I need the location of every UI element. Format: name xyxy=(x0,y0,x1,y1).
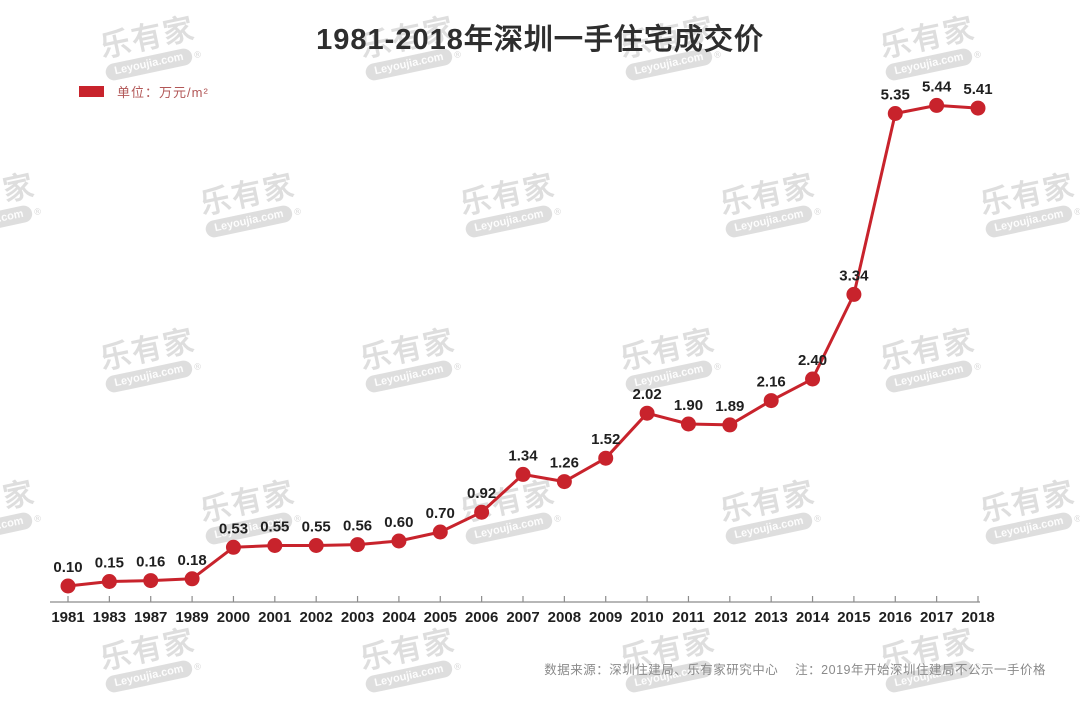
value-label: 0.53 xyxy=(219,520,248,537)
x-axis-label: 2002 xyxy=(299,609,332,626)
legend-unit-label: 单位：万元/m² xyxy=(117,85,209,100)
data-point-1981 xyxy=(60,578,76,594)
value-label: 5.35 xyxy=(881,87,910,104)
value-label: 0.56 xyxy=(343,518,372,535)
data-point-2007 xyxy=(515,466,531,482)
value-label: 1.90 xyxy=(674,397,703,414)
data-point-2004 xyxy=(391,533,407,549)
value-label: 2.16 xyxy=(757,374,786,391)
value-label: 1.26 xyxy=(550,455,579,472)
value-label: 0.55 xyxy=(302,519,331,536)
x-axis-label: 2001 xyxy=(258,609,291,626)
x-axis-label: 2012 xyxy=(713,609,746,626)
legend: 单位：万元/m² xyxy=(79,82,209,101)
x-axis-label: 1987 xyxy=(134,609,167,626)
value-label: 0.15 xyxy=(95,555,124,572)
data-point-2003 xyxy=(350,537,366,553)
value-label: 5.41 xyxy=(963,81,992,98)
value-label: 0.10 xyxy=(53,559,82,576)
data-point-2014 xyxy=(805,371,821,387)
x-axis-label: 2003 xyxy=(341,609,374,626)
x-axis-label: 2006 xyxy=(465,609,498,626)
data-point-2009 xyxy=(598,450,614,466)
data-point-2013 xyxy=(763,393,779,409)
value-label: 0.70 xyxy=(426,505,455,522)
value-label: 5.44 xyxy=(922,78,952,95)
value-label: 0.92 xyxy=(467,485,496,502)
x-axis-label: 2008 xyxy=(548,609,581,626)
value-label: 0.60 xyxy=(384,514,413,531)
data-point-2012 xyxy=(722,417,738,433)
x-axis-label: 2000 xyxy=(217,609,250,626)
data-point-2006 xyxy=(474,504,490,520)
value-label: 1.89 xyxy=(715,398,744,415)
source-note: 数据来源：深圳住建局、乐有家研究中心 注：2019年开始深圳住建局不公示一手价格 xyxy=(544,663,1046,677)
x-axis-label: 2007 xyxy=(506,609,539,626)
x-axis-label: 2011 xyxy=(672,609,705,626)
x-axis-label: 2010 xyxy=(630,609,663,626)
value-label: 2.02 xyxy=(632,386,661,403)
data-point-2008 xyxy=(556,474,572,490)
value-label: 0.18 xyxy=(177,552,206,569)
price-polyline xyxy=(67,103,979,588)
x-axis-label: 2004 xyxy=(382,609,416,626)
data-point-2011 xyxy=(680,416,696,432)
data-point-2001 xyxy=(267,538,283,553)
x-axis-label: 1989 xyxy=(175,609,208,626)
value-label: 3.34 xyxy=(839,267,869,284)
data-point-1983 xyxy=(101,574,117,589)
x-axis-label: 2015 xyxy=(837,609,870,626)
value-label: 1.52 xyxy=(591,431,620,448)
x-axis-label: 1981 xyxy=(51,609,84,626)
data-point-2000 xyxy=(225,539,241,555)
x-axis-label: 2013 xyxy=(754,609,787,626)
value-label: 0.55 xyxy=(260,519,289,536)
legend-swatch-icon xyxy=(79,86,104,97)
data-point-2010 xyxy=(639,405,655,421)
data-point-2005 xyxy=(432,524,448,540)
data-point-2002 xyxy=(308,538,324,553)
data-point-2018 xyxy=(970,100,986,116)
data-point-1987 xyxy=(143,573,159,589)
x-axis-label: 2016 xyxy=(879,609,912,626)
value-label: 0.16 xyxy=(136,554,165,571)
chart-title: 1981-2018年深圳一手住宅成交价 xyxy=(316,24,764,56)
x-axis-label: 2009 xyxy=(589,609,622,626)
data-point-2015 xyxy=(846,286,862,302)
data-point-1989 xyxy=(184,571,200,587)
x-axis-label: 2005 xyxy=(424,609,457,626)
data-point-2017 xyxy=(929,97,945,113)
x-axis-label: 2017 xyxy=(920,609,953,626)
x-axis-label: 2014 xyxy=(796,609,830,626)
x-axis-label: 1983 xyxy=(93,609,126,626)
data-point-2016 xyxy=(887,106,903,121)
x-axis-label: 2018 xyxy=(961,609,994,626)
value-label: 1.34 xyxy=(508,447,538,464)
value-label: 2.40 xyxy=(798,352,827,369)
